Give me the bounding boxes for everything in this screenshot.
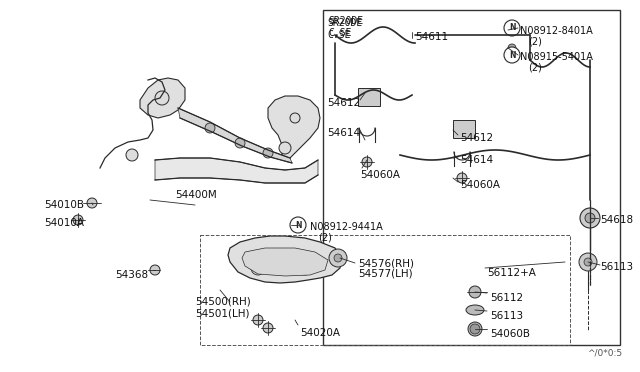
Text: 54501(LH): 54501(LH) xyxy=(195,308,250,318)
Text: 54577(LH): 54577(LH) xyxy=(358,269,413,279)
Polygon shape xyxy=(155,158,318,183)
Text: N: N xyxy=(509,51,515,60)
Text: N: N xyxy=(295,221,301,230)
Circle shape xyxy=(263,323,273,333)
Polygon shape xyxy=(140,78,185,118)
Text: 56112: 56112 xyxy=(490,293,523,303)
Bar xyxy=(358,88,380,106)
Text: 54060B: 54060B xyxy=(490,329,530,339)
Circle shape xyxy=(205,123,215,133)
Circle shape xyxy=(235,138,245,148)
Polygon shape xyxy=(268,96,320,162)
Text: (2): (2) xyxy=(528,62,542,72)
Text: 54060A: 54060A xyxy=(360,170,400,180)
Text: (2): (2) xyxy=(318,233,332,243)
Circle shape xyxy=(504,20,520,36)
Text: ^/0*0:5: ^/0*0:5 xyxy=(587,349,622,358)
Text: N08912-8401A: N08912-8401A xyxy=(520,26,593,36)
Circle shape xyxy=(253,315,263,325)
Circle shape xyxy=(290,113,300,123)
Text: 54612: 54612 xyxy=(460,133,493,143)
Text: 54020A: 54020A xyxy=(300,328,340,338)
Text: 56112+A: 56112+A xyxy=(487,268,536,278)
Bar xyxy=(323,10,620,345)
Circle shape xyxy=(298,261,312,275)
Text: 54400M: 54400M xyxy=(175,190,217,200)
Text: (2): (2) xyxy=(528,36,542,46)
Circle shape xyxy=(155,91,169,105)
Text: N08912-9441A: N08912-9441A xyxy=(310,222,383,232)
Circle shape xyxy=(87,198,97,208)
Text: 54010A: 54010A xyxy=(44,218,84,228)
Circle shape xyxy=(362,157,372,167)
Text: 54612: 54612 xyxy=(327,98,360,108)
Text: SR20DE
C.SE: SR20DE C.SE xyxy=(327,18,362,39)
Text: 54614: 54614 xyxy=(327,128,360,138)
Ellipse shape xyxy=(466,305,484,315)
Text: 54368: 54368 xyxy=(115,270,148,280)
Polygon shape xyxy=(242,248,328,276)
Circle shape xyxy=(457,173,467,183)
Polygon shape xyxy=(178,108,292,163)
Text: 54576(RH): 54576(RH) xyxy=(358,258,414,268)
Circle shape xyxy=(470,324,480,334)
Polygon shape xyxy=(228,236,342,283)
Text: 54060A: 54060A xyxy=(460,180,500,190)
Circle shape xyxy=(73,215,83,225)
Text: 54618: 54618 xyxy=(600,215,633,225)
Ellipse shape xyxy=(468,322,482,336)
Circle shape xyxy=(580,208,600,228)
Text: 56113: 56113 xyxy=(600,262,633,272)
Circle shape xyxy=(469,286,481,298)
Circle shape xyxy=(263,148,273,158)
Circle shape xyxy=(508,44,516,52)
Text: 56113: 56113 xyxy=(490,311,523,321)
Circle shape xyxy=(579,253,597,271)
Circle shape xyxy=(251,261,265,275)
Bar xyxy=(453,120,475,138)
Text: N08915-5401A: N08915-5401A xyxy=(520,52,593,62)
Circle shape xyxy=(290,217,306,233)
Circle shape xyxy=(334,254,342,262)
Circle shape xyxy=(585,213,595,223)
Text: 54611: 54611 xyxy=(415,32,448,42)
Text: 54500(RH): 54500(RH) xyxy=(195,296,251,306)
Circle shape xyxy=(150,265,160,275)
Text: SR20DE
C.SE: SR20DE C.SE xyxy=(328,16,364,38)
Circle shape xyxy=(584,258,592,266)
Circle shape xyxy=(279,142,291,154)
Text: 54010B: 54010B xyxy=(44,200,84,210)
Text: 54614: 54614 xyxy=(460,155,493,165)
Circle shape xyxy=(504,47,520,63)
Bar xyxy=(200,235,570,345)
Circle shape xyxy=(126,149,138,161)
Text: N: N xyxy=(509,23,515,32)
Circle shape xyxy=(329,249,347,267)
